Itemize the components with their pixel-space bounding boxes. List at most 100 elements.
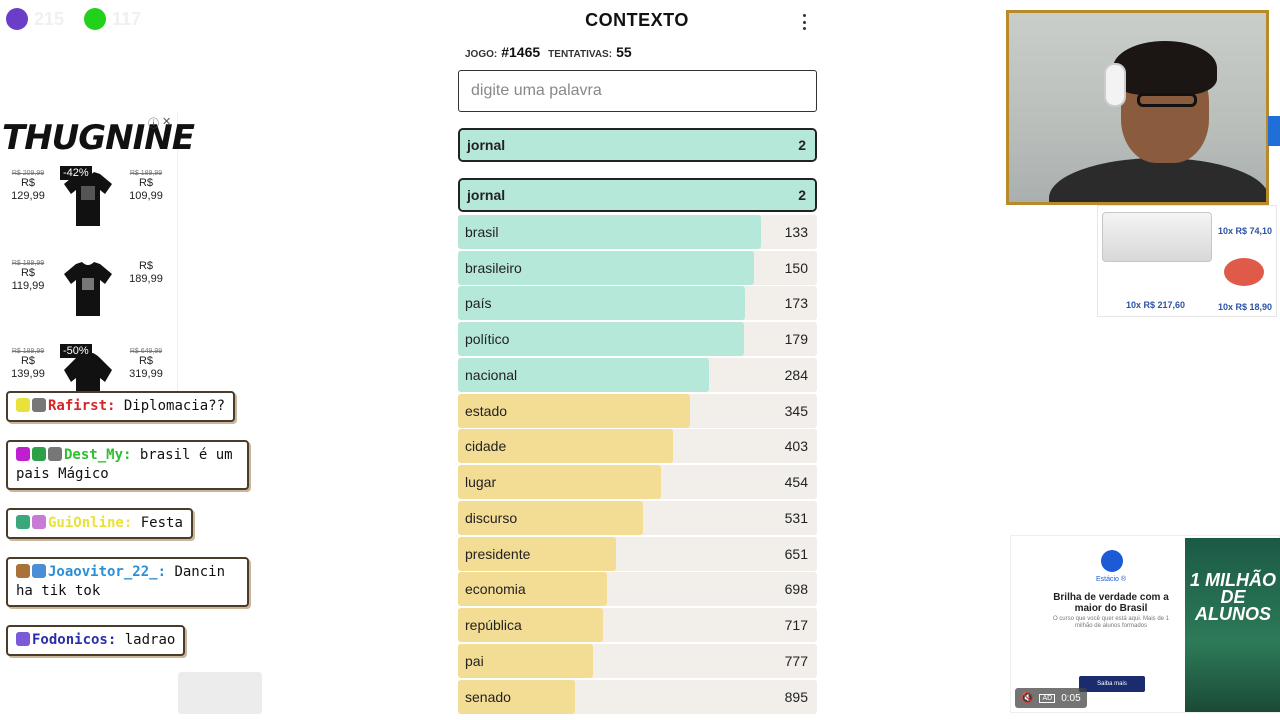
badge-icon (16, 564, 30, 578)
guess-word: país (465, 295, 492, 312)
guess-word: jornal (467, 137, 506, 153)
chat-username: Joaovitor_22_: (48, 564, 167, 580)
bed-image (1102, 212, 1212, 262)
ad-controls: ⓘ ✕ (148, 115, 171, 131)
guess-row: lugar 454 (458, 465, 817, 499)
info-icon[interactable]: ⓘ (148, 118, 159, 130)
chat-message: Joaovitor_22_: Dancin ha tik tok (6, 557, 249, 607)
game-stats: JOGO: #1465 TENTATIVAS: 55 (465, 44, 632, 60)
guess-word: lugar (465, 474, 497, 490)
badge-icon (32, 447, 46, 461)
side-tab[interactable] (1268, 116, 1280, 146)
video-time: 0:05 (1061, 692, 1081, 704)
helmet-icon (48, 447, 62, 461)
guess-rank: 777 (784, 652, 808, 669)
guess-rank: 2 (798, 187, 806, 203)
guess-fill (458, 357, 710, 392)
estacio-logo-icon (1101, 550, 1123, 572)
guess-word: discurso (465, 509, 518, 526)
chat-message: Rafirst: Diplomacia?? (6, 391, 236, 422)
guess-row: país 173 (458, 286, 817, 321)
dot-icon (802, 20, 806, 24)
chat-message: Dest_My: brasil é um pais Mágico (6, 440, 249, 490)
chat-text: Dancin ha tik tok (16, 564, 226, 599)
video-controls: 🔇 AD 0:05 (1015, 688, 1087, 708)
heart-icon (16, 447, 30, 461)
guess-rank: 531 (784, 509, 808, 526)
game-number-label: JOGO: #1465 (465, 44, 541, 60)
guess-word: brasil (465, 223, 499, 240)
guess-fill (458, 572, 607, 607)
guess-word: estado (465, 402, 508, 419)
guess-fill (458, 465, 661, 499)
guess-row: político 179 (458, 322, 817, 356)
discount-badge: -50% (60, 344, 92, 358)
guess-row: cidade 403 (458, 429, 817, 464)
chat-username: Dest_My: (64, 447, 132, 463)
ad-left[interactable]: THUGNINE ⓘ ✕ R$ 209,99 R$ 129,99 -42% R$… (0, 112, 195, 404)
ad-label: AD (1039, 693, 1056, 703)
word-input[interactable] (458, 70, 817, 112)
price: R$ 139,99 (11, 355, 45, 380)
guess-rank: 133 (784, 223, 808, 240)
ad-price: 10x R$ 217,60 (1126, 300, 1186, 310)
guess-word: político (465, 331, 510, 347)
guess-fill (460, 130, 815, 160)
guess-word: jornal (467, 187, 506, 203)
mute-icon[interactable]: 🔇 (1021, 692, 1034, 704)
guess-fill (460, 180, 815, 210)
chat-text: brasil é um pais Mágico (16, 447, 233, 482)
guess-word: economia (465, 581, 526, 598)
price: R$ 119,99 (11, 267, 45, 292)
badge-icon (32, 564, 46, 578)
price: R$ 109,99 (129, 177, 163, 202)
counter-green: 117 (84, 8, 141, 30)
guess-word: cidade (465, 438, 507, 455)
guess-rank: 150 (784, 259, 808, 276)
ad-product-row[interactable]: R$ 189,99 R$ 119,99 R$ 189,99 (0, 260, 178, 340)
old-price: R$ 189,99 (129, 170, 163, 177)
chat-placeholder (178, 672, 262, 714)
guess-rank: 698 (784, 581, 808, 598)
green-dot-icon (84, 8, 107, 30)
guess-row: senado 895 (458, 679, 817, 714)
attempts-label: TENTATIVAS: 55 (548, 44, 632, 60)
close-icon[interactable]: ✕ (162, 116, 172, 128)
ad-image: 1 MILHÃO DE ALUNOS (1185, 538, 1280, 712)
glasses-icon (1137, 93, 1197, 107)
ad-headline: Brilha de verdade com a maior do Brasil (1053, 592, 1169, 614)
guess-row: brasil 133 (458, 214, 817, 249)
counter-purple: 215 (6, 8, 64, 30)
chat-username: Fodonicos: (32, 632, 117, 648)
learn-more-button[interactable]: Saiba mais (1079, 676, 1145, 692)
badge-icon (16, 398, 30, 412)
pan-image (1224, 258, 1264, 286)
chat-text: Festa (132, 515, 183, 531)
guess-fill (458, 536, 616, 571)
guess-fill (458, 679, 575, 714)
tshirt-icon (64, 172, 112, 226)
person-hair (1113, 41, 1217, 95)
chat-message: GuiOnline: Festa (6, 508, 193, 539)
headset-icon (1104, 63, 1126, 107)
guess-word: nacional (465, 366, 518, 383)
price: R$ 129,99 (11, 177, 45, 202)
ad-right[interactable]: 10x R$ 74,10 10x R$ 217,60 10x R$ 18,90 (1097, 205, 1277, 317)
badge-icon (32, 515, 46, 529)
dot-icon (802, 27, 806, 30)
dot-icon (802, 14, 806, 17)
guess-rank: 284 (784, 366, 808, 383)
guess-row: brasileiro 150 (458, 250, 817, 285)
discount-badge: -42% (60, 166, 92, 180)
counter-value: 117 (112, 8, 142, 29)
more-menu-button[interactable] (796, 12, 812, 32)
video-ad[interactable]: Estácio ® Brilha de verdade com a maior … (1010, 535, 1280, 713)
ad-brand: Estácio ® (1095, 576, 1127, 583)
guess-word: presidente (465, 545, 531, 562)
guess-word: república (465, 617, 522, 633)
helmet-icon (32, 398, 46, 412)
last-guess-row: jornal 2 (458, 128, 817, 162)
guess-row: discurso 531 (458, 500, 817, 535)
ad-product-row[interactable]: R$ 209,99 R$ 129,99 -42% R$ 189,99 R$ 10… (0, 166, 178, 250)
ad-brand-logo: THUGNINE (2, 118, 195, 158)
